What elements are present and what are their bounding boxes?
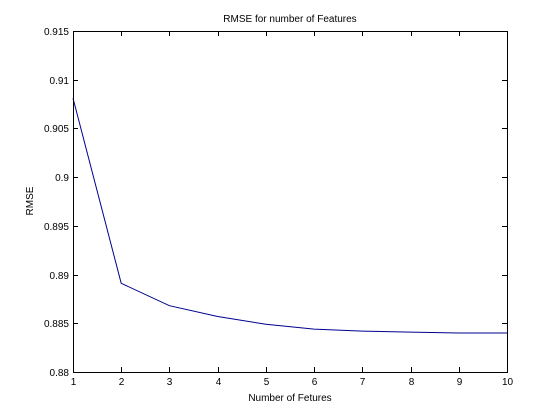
x-tick-label: 8 [409,377,415,388]
x-tick-label: 2 [119,377,125,388]
x-axis-label: Number of Fetures [248,393,331,404]
series-group [72,98,507,334]
y-axis-label: RMSE [25,186,36,215]
y-tick-label: 0.91 [50,76,70,87]
plot-area [73,31,507,372]
y-tick-label: 0.895 [44,222,69,233]
x-tick-label: 6 [312,377,318,388]
x-tick-label: 10 [502,377,514,388]
series-line [72,98,507,334]
y-tick-label: 0.89 [50,271,70,282]
x-tick-label: 7 [360,377,366,388]
plot-frame [73,31,508,373]
x-tick-label: 1 [71,377,77,388]
x-tick-label: 3 [167,377,173,388]
chart-title: RMSE for number of Features [223,14,356,25]
x-tick-label: 4 [216,377,222,388]
y-tick-label: 0.9 [55,173,69,184]
x-tick-label: 9 [457,377,463,388]
y-tick-label: 0.885 [44,319,69,330]
x-tick-label: 5 [264,377,270,388]
y-tick-label: 0.905 [44,124,69,135]
y-tick-label: 0.88 [50,368,70,379]
y-tick-label: 0.915 [44,27,69,38]
